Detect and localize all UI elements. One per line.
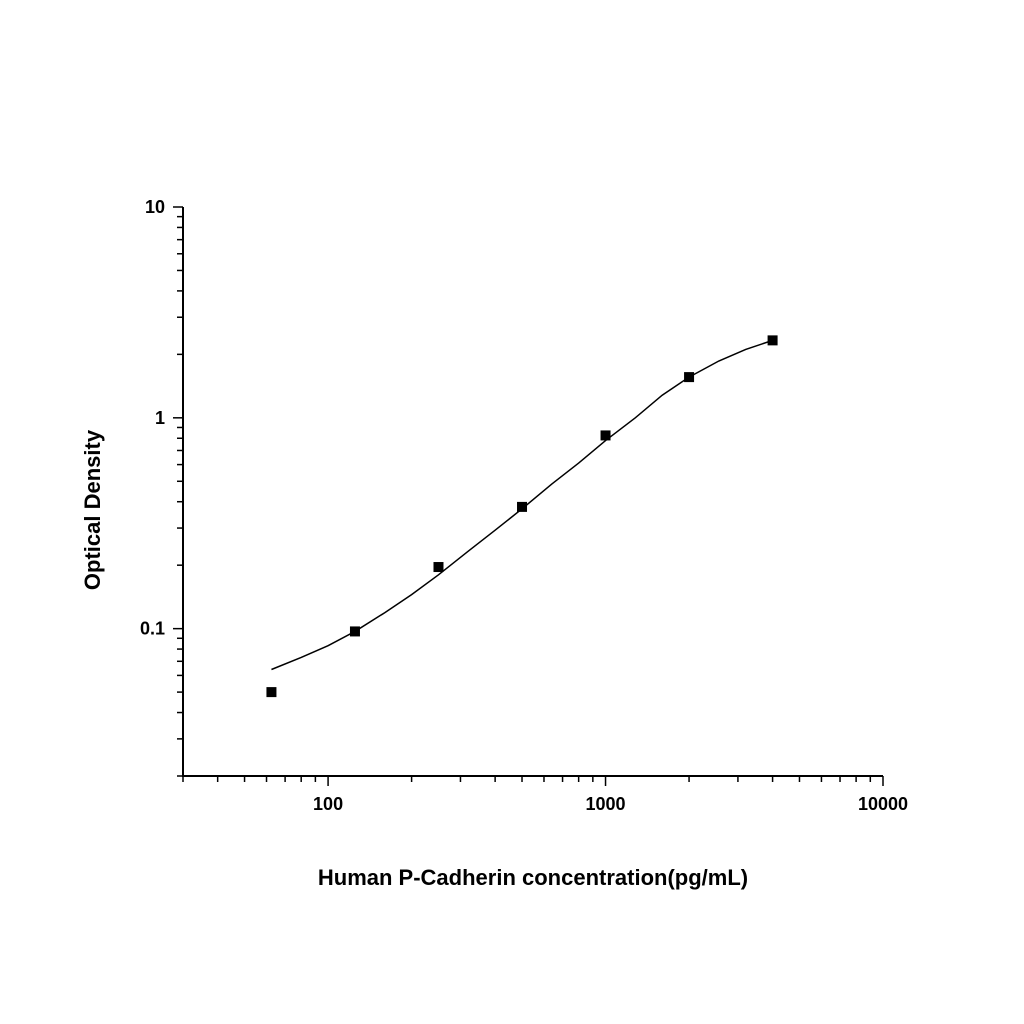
x-tick-label: 100 — [313, 794, 343, 814]
data-point — [266, 687, 277, 698]
data-point — [433, 562, 444, 573]
data-point — [600, 430, 611, 441]
y-tick-label: 1 — [155, 408, 165, 428]
data-points — [266, 335, 778, 698]
data-point — [349, 626, 360, 637]
data-point — [517, 501, 528, 512]
x-tick-label: 10000 — [858, 794, 908, 814]
axes — [182, 207, 883, 777]
data-point — [767, 335, 778, 346]
tick-labels: 100 1000 10000 0.1 1 10 — [140, 197, 908, 814]
y-axis-title: Optical Density — [80, 429, 105, 590]
ticks — [173, 206, 884, 786]
y-tick-label: 10 — [145, 197, 165, 217]
y-tick-label: 0.1 — [140, 619, 165, 639]
data-point — [684, 372, 695, 383]
x-axis-title: Human P-Cadherin concentration(pg/mL) — [318, 865, 748, 890]
x-tick-label: 1000 — [586, 794, 626, 814]
